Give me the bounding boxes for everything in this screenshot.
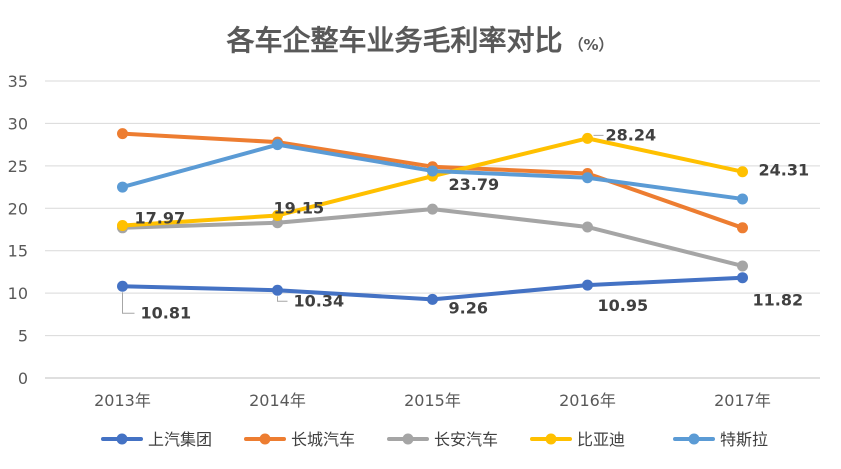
legend: 上汽集团 长城汽车 长安汽车 比亚迪 特斯拉 <box>101 430 768 449</box>
legend-marker <box>402 433 414 445</box>
legend-label: 上汽集团 <box>148 430 212 449</box>
y-tick-label: 5 <box>18 327 28 346</box>
data-point <box>737 260 748 272</box>
data-labels: 10.81 10.34 9.26 10.95 11.82 17.97 19.15 23.79 2… <box>122 125 810 322</box>
data-point <box>737 166 748 178</box>
legend-item: 长安汽车 <box>387 430 498 449</box>
label-leader-line <box>277 296 288 302</box>
data-label: 10.95 <box>598 296 649 315</box>
legend-item: 上汽集团 <box>101 430 212 449</box>
series-4 <box>117 139 748 205</box>
x-tick-label: 2017年 <box>714 391 771 410</box>
data-point <box>737 272 748 284</box>
data-point <box>272 209 283 221</box>
data-point <box>427 203 438 215</box>
series-2 <box>117 203 748 272</box>
legend-item: 特斯拉 <box>673 430 768 449</box>
legend-label: 特斯拉 <box>720 430 768 449</box>
data-label: 24.31 <box>759 161 810 180</box>
data-point <box>582 172 593 184</box>
data-label: 11.82 <box>753 291 804 310</box>
data-point <box>737 193 748 205</box>
grid-lines <box>45 80 820 379</box>
data-point <box>272 139 283 151</box>
data-point <box>582 132 593 144</box>
x-tick-label: 2013年 <box>94 391 151 410</box>
y-tick-label: 35 <box>8 72 28 91</box>
legend-marker <box>259 433 271 445</box>
data-point <box>117 280 128 292</box>
y-tick-label: 30 <box>8 114 28 133</box>
legend-marker <box>688 433 700 445</box>
series-lines <box>117 128 748 305</box>
data-point <box>582 221 593 233</box>
chart-title-unit: （%） <box>568 36 613 54</box>
x-tick-label: 2015年 <box>404 391 461 410</box>
x-axis-ticks: 2013年 2014年 2015年 2016年 2017年 <box>94 391 771 410</box>
x-tick-label: 2016年 <box>559 391 616 410</box>
chart-title-text: 各车企整车业务毛利率对比 <box>225 24 562 57</box>
legend-label: 长安汽车 <box>434 430 498 449</box>
data-point <box>427 293 438 305</box>
data-point <box>117 128 128 140</box>
legend-marker <box>545 433 557 445</box>
series-3 <box>117 132 748 232</box>
data-point <box>737 222 748 234</box>
y-tick-label: 10 <box>8 284 28 303</box>
legend-item: 长城汽车 <box>244 430 355 449</box>
data-point <box>117 181 128 193</box>
data-label: 9.26 <box>449 298 488 317</box>
y-tick-label: 15 <box>8 242 28 261</box>
data-point <box>582 279 593 291</box>
x-tick-label: 2014年 <box>249 391 306 410</box>
legend-item: 比亚迪 <box>530 430 625 449</box>
data-point <box>272 284 283 296</box>
label-leader-line <box>122 292 135 314</box>
data-point <box>117 220 128 232</box>
series-0 <box>117 272 748 305</box>
data-label: 23.79 <box>449 175 500 194</box>
legend-label: 比亚迪 <box>577 430 625 449</box>
chart-title: 各车企整车业务毛利率对比 （%） <box>225 24 613 57</box>
y-tick-label: 0 <box>18 369 28 388</box>
data-label: 17.97 <box>135 209 186 228</box>
legend-marker <box>116 433 128 445</box>
data-point <box>427 165 438 177</box>
data-label: 28.24 <box>606 125 657 144</box>
data-label: 10.81 <box>141 303 192 322</box>
data-label: 10.34 <box>294 291 345 310</box>
y-axis-ticks: 0 5 10 15 20 25 30 35 <box>8 72 28 388</box>
y-tick-label: 20 <box>8 199 28 218</box>
y-tick-label: 25 <box>8 157 28 176</box>
legend-label: 长城汽车 <box>291 430 355 449</box>
data-label: 19.15 <box>274 198 325 217</box>
